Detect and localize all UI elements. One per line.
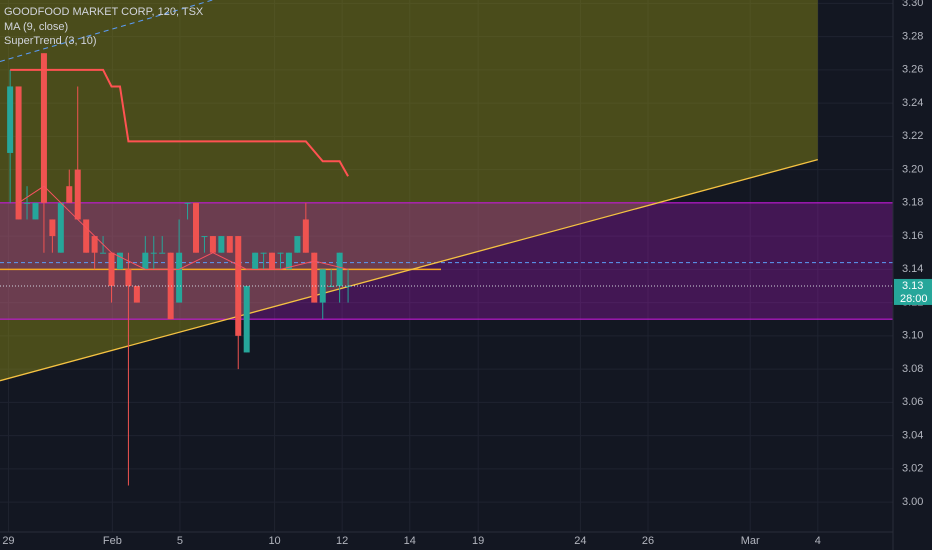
y-tick-label: 3.22 bbox=[902, 130, 923, 142]
candle-body bbox=[235, 236, 242, 336]
countdown-label: 28:00 bbox=[900, 293, 928, 305]
candle-body bbox=[125, 269, 132, 286]
x-tick-label: 4 bbox=[815, 535, 821, 547]
candle-body bbox=[7, 86, 14, 153]
candle-body bbox=[260, 252, 267, 254]
last-price-label: 3.13 bbox=[902, 280, 923, 292]
x-tick-label: 24 bbox=[574, 535, 586, 547]
candle-body bbox=[15, 86, 22, 220]
x-tick-label: 12 bbox=[336, 535, 348, 547]
candle-body bbox=[209, 236, 216, 253]
dashed-trendline bbox=[0, 0, 215, 62]
x-tick-label: 29 bbox=[2, 535, 14, 547]
x-tick-label: 10 bbox=[268, 535, 280, 547]
candle-body bbox=[193, 202, 200, 253]
candle-body bbox=[83, 219, 90, 253]
candle-body bbox=[252, 252, 259, 270]
trendline bbox=[0, 158, 818, 382]
candle-body bbox=[66, 186, 73, 203]
candle-body bbox=[218, 236, 225, 253]
x-tick-label: 5 bbox=[177, 535, 183, 547]
x-tick-label: Mar bbox=[741, 535, 760, 547]
candle-body bbox=[150, 252, 157, 254]
y-tick-label: 3.08 bbox=[902, 363, 923, 375]
candle-body bbox=[32, 202, 39, 220]
y-tick-label: 3.00 bbox=[902, 496, 923, 508]
candle-body bbox=[133, 285, 140, 303]
plot-area bbox=[0, 0, 893, 532]
y-tick-label: 3.20 bbox=[902, 163, 923, 175]
candle-body bbox=[285, 252, 292, 270]
candle-body bbox=[277, 252, 284, 254]
candle-body bbox=[328, 285, 335, 287]
candle-body bbox=[167, 252, 174, 320]
candle-body bbox=[319, 269, 326, 303]
candle-body bbox=[116, 252, 123, 270]
candle-body bbox=[100, 252, 107, 254]
candle-body bbox=[40, 53, 47, 203]
candle-body bbox=[302, 219, 309, 253]
indicator-label: MA (9, close) bbox=[4, 21, 68, 33]
y-tick-label: 3.28 bbox=[902, 30, 923, 42]
x-tick-label: 14 bbox=[404, 535, 416, 547]
range-box bbox=[0, 202, 893, 320]
candle-body bbox=[49, 219, 56, 237]
y-tick-label: 3.02 bbox=[902, 463, 923, 475]
candle-body bbox=[336, 252, 343, 286]
candle-body bbox=[176, 252, 183, 303]
y-tick-label: 3.18 bbox=[902, 197, 923, 209]
candle-body bbox=[91, 236, 98, 253]
candle-body bbox=[74, 169, 81, 220]
y-tick-label: 3.04 bbox=[902, 429, 923, 441]
y-tick-label: 3.14 bbox=[902, 263, 923, 275]
candle-body bbox=[269, 252, 276, 270]
candle-body bbox=[142, 252, 149, 270]
candle-body bbox=[243, 285, 250, 353]
candle-body bbox=[159, 252, 166, 254]
x-tick-label: Feb bbox=[103, 535, 122, 547]
candle-body bbox=[294, 236, 301, 253]
x-tick-label: 19 bbox=[472, 535, 484, 547]
indicator-line bbox=[10, 68, 349, 177]
candle-body bbox=[226, 236, 233, 253]
y-tick-label: 3.10 bbox=[902, 330, 923, 342]
indicator-line bbox=[18, 185, 349, 270]
y-tick-label: 3.06 bbox=[902, 396, 923, 408]
candle-body bbox=[201, 236, 208, 238]
candle-body bbox=[108, 252, 115, 286]
price-tag bbox=[894, 278, 932, 305]
candle-body bbox=[57, 202, 64, 253]
chart-title: GOODFOOD MARKET CORP, 120, TSX bbox=[4, 6, 204, 18]
y-tick-label: 3.30 bbox=[902, 0, 923, 9]
y-tick-label: 3.26 bbox=[902, 64, 923, 76]
x-tick-label: 26 bbox=[642, 535, 654, 547]
y-tick-label: 3.24 bbox=[902, 97, 923, 109]
candle-body bbox=[24, 202, 31, 204]
indicator-label: SuperTrend (3, 10) bbox=[4, 35, 97, 47]
candle-body bbox=[311, 252, 318, 303]
y-tick-label: 3.16 bbox=[902, 230, 923, 242]
candle-body bbox=[184, 202, 191, 204]
